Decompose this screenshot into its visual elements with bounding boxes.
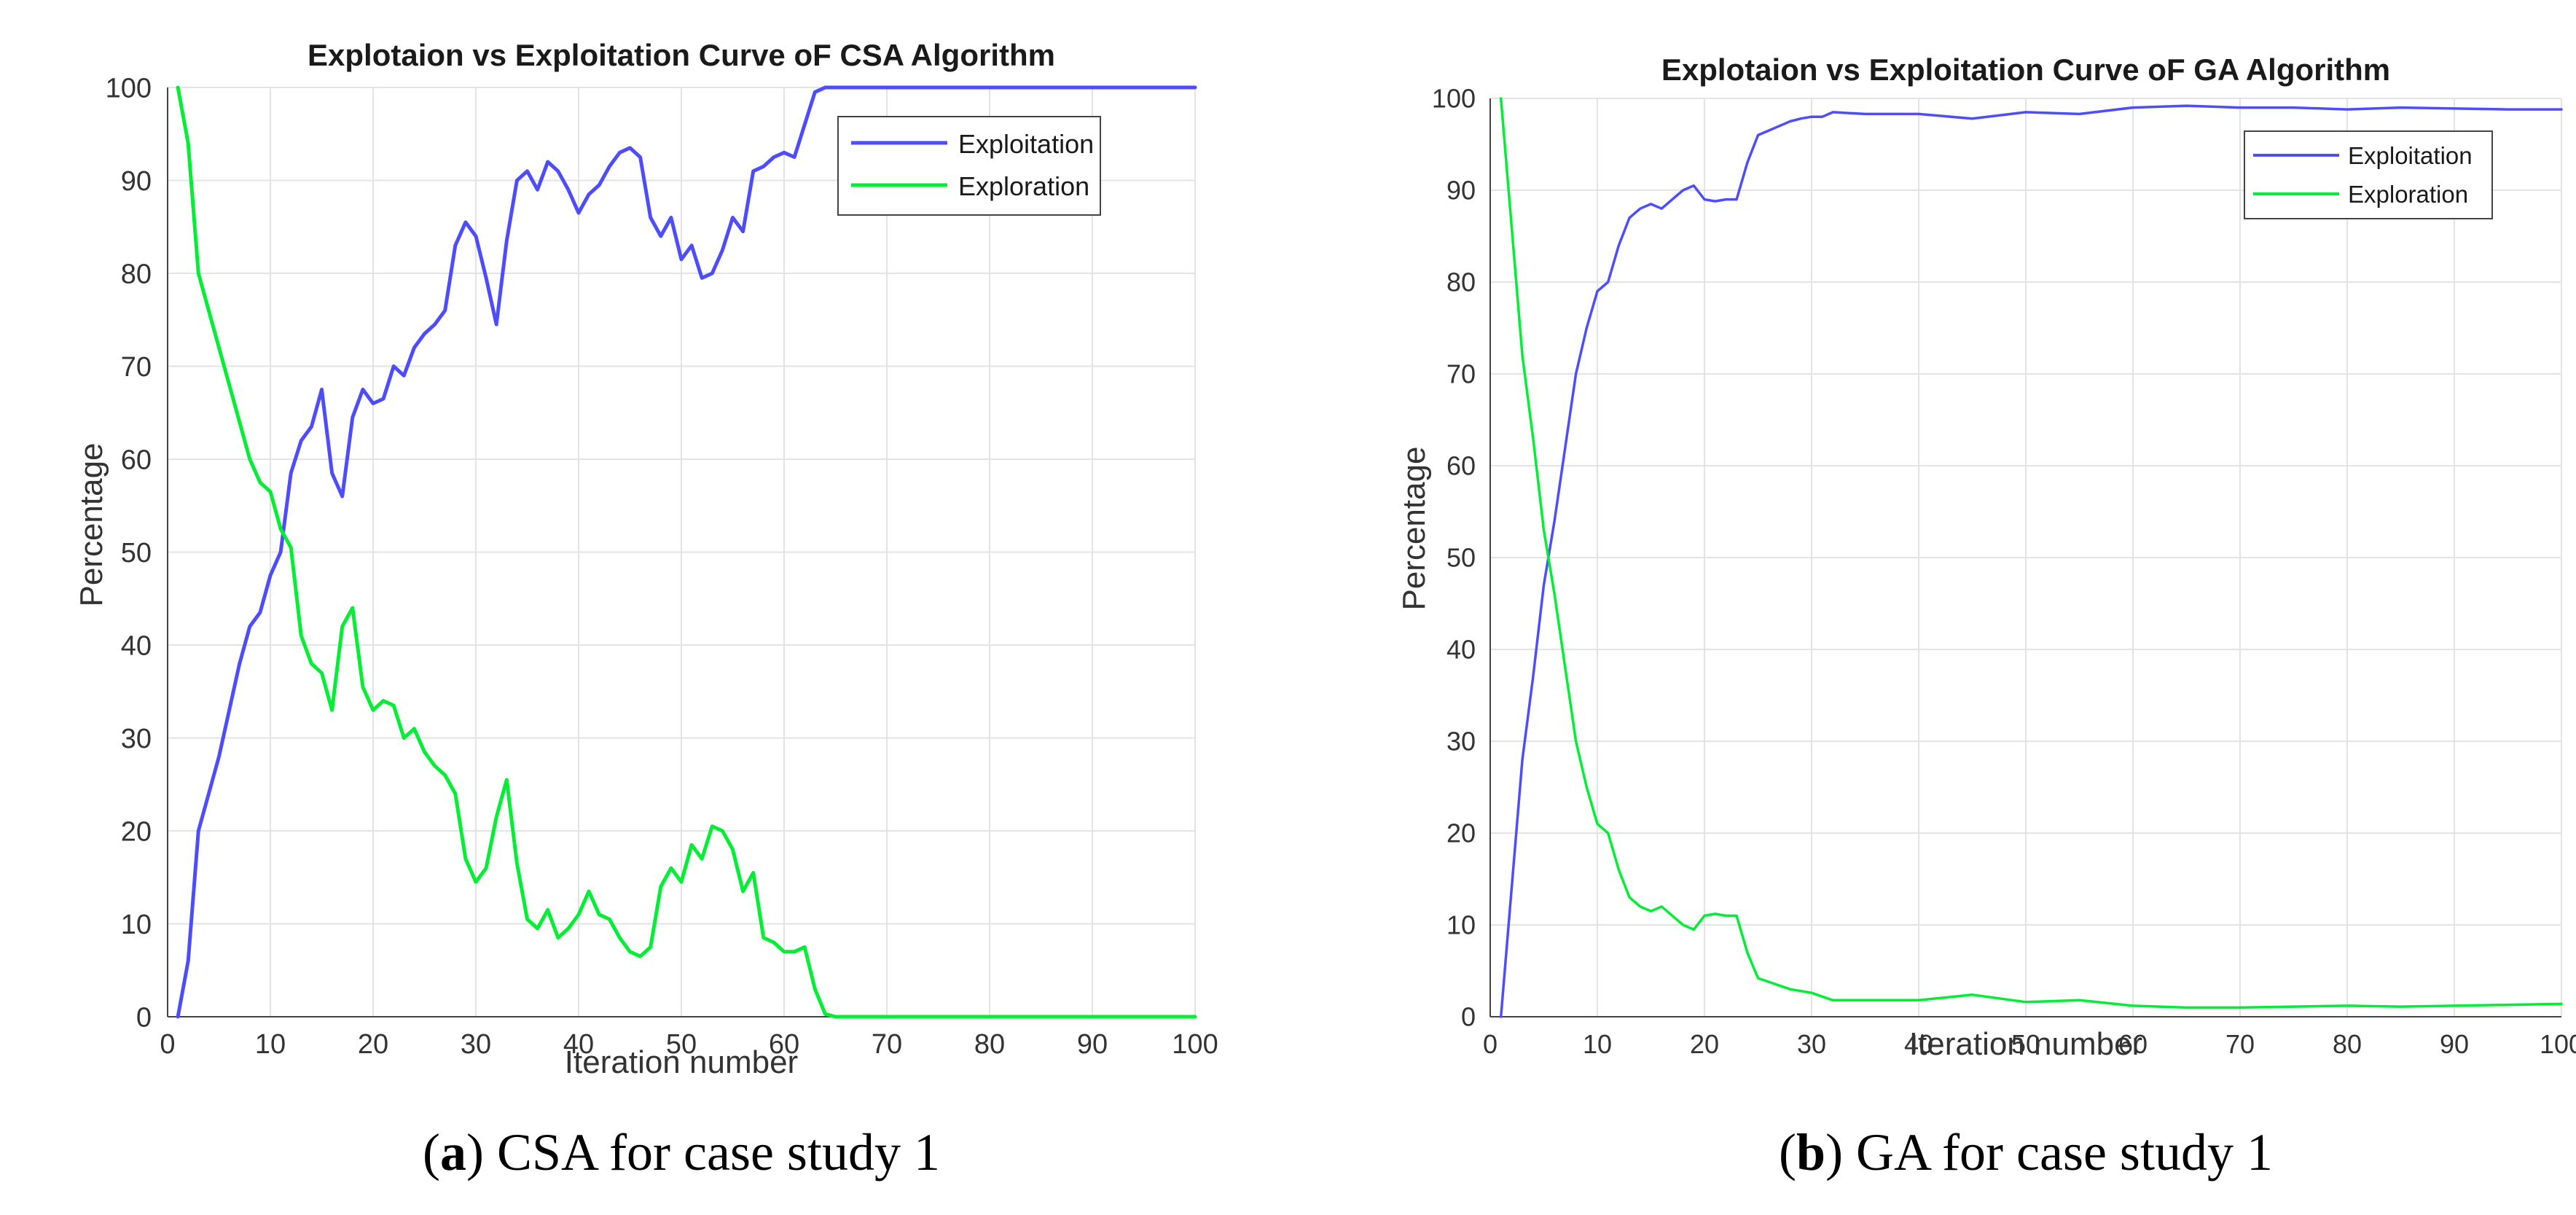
y-tick-label: 80 <box>121 259 152 289</box>
plot-lines <box>1499 97 2563 1018</box>
y-tick-label: 30 <box>1446 727 1476 757</box>
legend-box <box>837 116 1101 216</box>
y-tick-label: 100 <box>1432 84 1476 114</box>
x-tick-label: 100 <box>1172 1029 1218 1060</box>
y-tick-label: 20 <box>121 816 152 847</box>
y-axis-label: Percentage <box>74 442 109 606</box>
chart-ga: Explotaion vs Exploitation Curve oF GA A… <box>1396 52 2576 1062</box>
x-tick-label: 50 <box>666 1029 697 1060</box>
x-tick-label: 10 <box>1583 1029 1612 1059</box>
y-tick-label: 40 <box>1446 635 1476 665</box>
legend: Exploitation Exploration <box>2244 130 2493 219</box>
y-tick-label: 50 <box>121 538 152 569</box>
chart-title: Explotaion vs Exploitation Curve oF GA A… <box>1661 52 2390 87</box>
y-tick-label: 70 <box>1446 359 1476 389</box>
y-axis-label: Percentage <box>1396 446 1432 610</box>
x-tick-label: 0 <box>1483 1029 1498 1059</box>
x-tick-labels: 0 10 20 30 40 50 60 70 80 90 100 <box>160 1029 1218 1060</box>
plot-lines <box>176 85 1197 1019</box>
axes <box>1489 98 2561 1017</box>
y-tick-label: 40 <box>121 630 152 661</box>
grid <box>1489 98 2562 1017</box>
x-tick-label: 80 <box>974 1029 1005 1060</box>
y-tick-label: 100 <box>106 73 152 103</box>
y-tick-label: 50 <box>1446 543 1476 573</box>
caption-a: (a) CSA for case study 1 <box>423 1123 940 1181</box>
series-line-exploration <box>176 85 1197 1019</box>
x-tick-label: 30 <box>461 1029 491 1060</box>
legend-label-exploitation: Exploitation <box>2348 142 2473 169</box>
y-tick-labels: 0 10 20 30 40 50 60 70 80 90 100 <box>1432 84 1476 1032</box>
x-tick-label: 80 <box>2333 1029 2362 1059</box>
x-tick-label: 40 <box>1904 1029 1933 1059</box>
y-tick-label: 70 <box>121 352 152 383</box>
y-tick-label: 90 <box>121 166 152 197</box>
x-tick-label: 30 <box>1797 1029 1826 1059</box>
series-line-exploration <box>1499 97 2563 1009</box>
x-tick-label: 0 <box>160 1029 175 1060</box>
y-tick-label: 10 <box>121 910 152 940</box>
chart-csa: Explotaion vs Exploitation Curve oF CSA … <box>74 38 1218 1080</box>
y-tick-label: 20 <box>1446 819 1476 848</box>
caption-text: ) CSA for case study 1 <box>466 1123 940 1181</box>
y-tick-label: 60 <box>1446 451 1476 481</box>
x-tick-label: 70 <box>2225 1029 2255 1059</box>
caption-letter: b <box>1796 1123 1825 1181</box>
x-axis-label: Iteration number <box>1909 1026 2142 1062</box>
x-tick-label: 60 <box>2118 1029 2148 1059</box>
caption-letter: a <box>440 1123 466 1181</box>
x-tick-label: 50 <box>2011 1029 2040 1059</box>
x-tick-label: 100 <box>2540 1029 2576 1059</box>
chart-title: Explotaion vs Exploitation Curve oF CSA … <box>308 38 1055 72</box>
x-tick-labels: 0 10 20 30 40 50 60 70 80 90 100 <box>1483 1029 2576 1059</box>
y-tick-labels: 0 10 20 30 40 50 60 70 80 90 100 <box>106 73 152 1033</box>
caption-open: ( <box>423 1123 440 1181</box>
y-tick-label: 10 <box>1446 910 1476 940</box>
y-tick-label: 0 <box>1461 1002 1476 1032</box>
legend: Exploitation Exploration <box>837 116 1101 216</box>
x-axis-label: Iteration number <box>565 1044 798 1080</box>
x-tick-label: 20 <box>358 1029 388 1060</box>
x-tick-label: 90 <box>1077 1029 1108 1060</box>
legend-box <box>2244 130 2493 219</box>
y-tick-label: 90 <box>1446 176 1476 206</box>
x-tick-label: 60 <box>769 1029 799 1060</box>
x-tick-label: 40 <box>563 1029 594 1060</box>
legend-label-exploitation: Exploitation <box>958 129 1094 159</box>
x-tick-label: 70 <box>872 1029 902 1060</box>
series-line-exploitation <box>1499 104 2563 1018</box>
x-tick-label: 90 <box>2440 1029 2469 1059</box>
x-tick-label: 10 <box>255 1029 286 1060</box>
legend-label-exploration: Exploration <box>958 171 1089 201</box>
y-tick-label: 0 <box>136 1002 152 1033</box>
y-tick-label: 60 <box>121 445 152 475</box>
legend-label-exploration: Exploration <box>2348 181 2468 208</box>
y-tick-label: 30 <box>121 724 152 754</box>
series-line-exploitation <box>176 85 1197 1019</box>
caption-open: ( <box>1779 1123 1796 1181</box>
caption-b: (b) GA for case study 1 <box>1779 1123 2273 1181</box>
x-tick-label: 20 <box>1690 1029 1719 1059</box>
caption-text: ) GA for case study 1 <box>1825 1123 2273 1181</box>
y-tick-label: 80 <box>1446 267 1476 297</box>
